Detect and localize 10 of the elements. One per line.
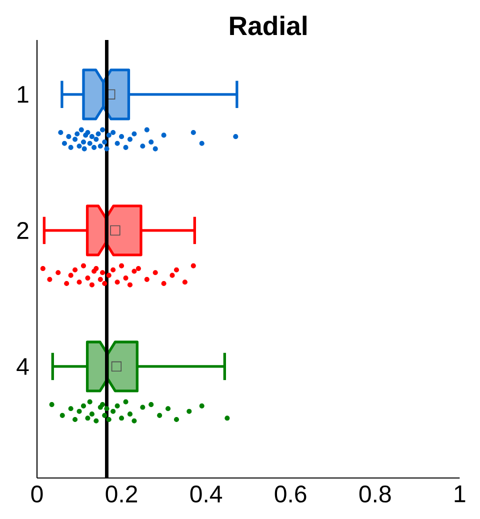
x-tick-label: 0.4 — [190, 486, 222, 503]
y-tick-label: 1 — [18, 86, 28, 103]
y-tick-label: 4 — [16, 358, 29, 375]
chart-title: Radial — [230, 16, 306, 36]
y-tick-label: 2 — [17, 222, 28, 239]
x-tick-label: 0.2 — [106, 486, 138, 503]
x-tick-label: 1 — [454, 486, 466, 502]
x-tick-label: 0.6 — [274, 486, 306, 503]
x-tick-label: 0 — [31, 486, 43, 503]
x-tick-label: 0.8 — [359, 486, 391, 503]
